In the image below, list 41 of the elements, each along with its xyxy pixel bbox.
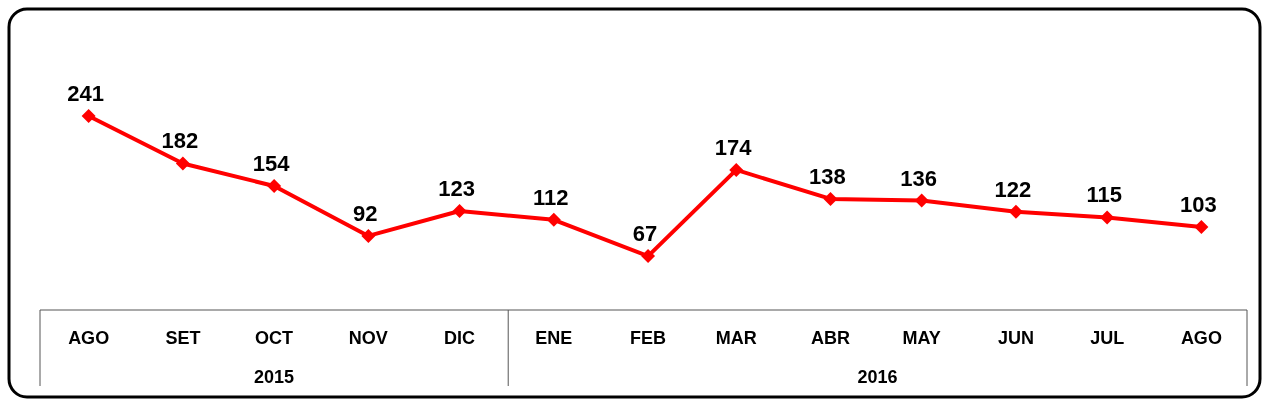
- x-tick-label: AGO: [68, 328, 110, 348]
- x-tick-label: NOV: [348, 328, 388, 348]
- x-tick-label: ABR: [810, 328, 850, 348]
- x-tick-label: DIC: [444, 328, 476, 348]
- x-tick-label: SET: [165, 328, 201, 348]
- point: [361, 228, 376, 243]
- x-tick-label: JUL: [1090, 328, 1125, 348]
- x-tick-label: MAR: [715, 328, 757, 348]
- point: [1194, 220, 1209, 235]
- data-label: 122: [994, 176, 1032, 202]
- data-label: 241: [67, 81, 104, 106]
- point: [546, 212, 561, 227]
- x-tick-label: AGO: [1180, 328, 1222, 348]
- point: [452, 203, 467, 218]
- point: [641, 249, 656, 264]
- point: [81, 109, 96, 123]
- data-label: 112: [533, 184, 569, 210]
- x-tick-label: OCT: [255, 328, 294, 348]
- data-label: 174: [714, 134, 753, 160]
- x-tick-label: FEB: [630, 328, 667, 348]
- x-tick-label: MAY: [902, 328, 941, 348]
- point: [823, 191, 838, 206]
- x-tick-label: JUN: [997, 328, 1034, 348]
- x-tick-label: ENE: [535, 328, 573, 348]
- text: 2016: [857, 367, 898, 387]
- data-label: 67: [632, 221, 658, 247]
- point: [1008, 204, 1023, 219]
- data-label: 154: [252, 151, 291, 177]
- data-label: 115: [1086, 182, 1122, 208]
- point: [175, 156, 190, 171]
- point: [1100, 210, 1115, 225]
- point: [729, 162, 744, 177]
- point: [914, 193, 929, 208]
- data-label: 92: [353, 200, 378, 226]
- point: [267, 179, 282, 194]
- text: 2015: [254, 367, 295, 387]
- data-label: 103: [1180, 192, 1217, 218]
- data-label: 136: [900, 165, 938, 191]
- data-label: 123: [438, 175, 475, 201]
- data-label: 182: [161, 128, 199, 154]
- data-label: 138: [809, 163, 846, 189]
